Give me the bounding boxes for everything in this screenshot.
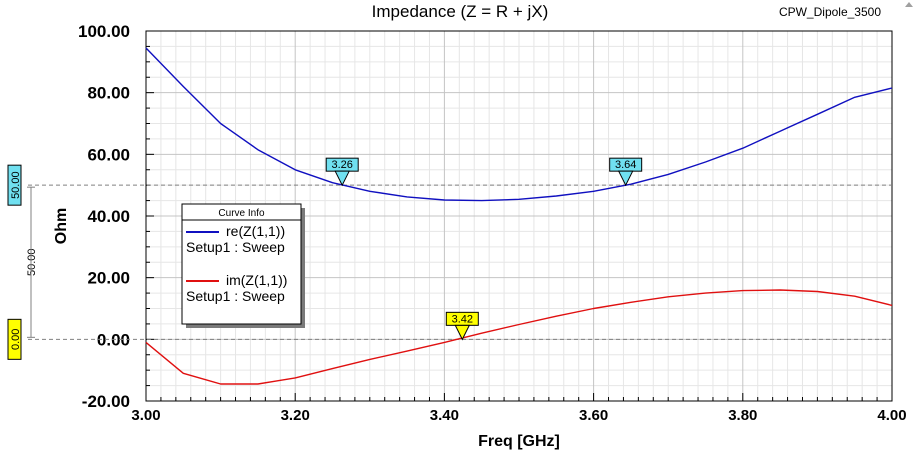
y-tick-label: 20.00	[87, 269, 130, 288]
marker-pointer	[334, 170, 351, 187]
x-tick-label: 3.60	[579, 407, 608, 424]
x-tick-label: 3.40	[430, 407, 459, 424]
x-tick-label: 4.00	[877, 407, 906, 424]
x-axis-label: Freq [GHz]	[478, 433, 560, 450]
reference-tag-box	[7, 164, 22, 206]
reference-tag[interactable]: 50.00	[7, 164, 22, 206]
reference-range-marker: 50.00	[26, 186, 38, 338]
reference-range-label: 50.00	[26, 248, 38, 276]
y-tick-label: 60.00	[87, 145, 130, 164]
legend-title: Curve Info	[218, 208, 265, 219]
y-tick-label: 100.00	[78, 22, 130, 41]
marker-label: 3.64	[615, 159, 636, 171]
reference-tag-label: 50.00	[10, 171, 22, 199]
corner-icon	[905, 2, 913, 7]
y-axis-label: Ohm	[53, 208, 70, 244]
marker-pointer	[454, 324, 471, 341]
legend-entry-name: im(Z(1,1))	[226, 272, 287, 288]
y-tick-label: -20.00	[82, 392, 130, 411]
reference-tag-box	[7, 318, 22, 360]
marker-label: 3.42	[452, 313, 473, 325]
marker[interactable]: 3.26	[325, 157, 359, 187]
series-line-im-z-1-1-	[145, 289, 893, 385]
marker-label: 3.26	[331, 159, 352, 171]
legend-entry-name: re(Z(1,1))	[226, 223, 285, 239]
x-tick-label: 3.00	[131, 407, 160, 424]
legend-box	[181, 203, 302, 325]
x-tick-label: 3.20	[281, 407, 310, 424]
legend-entry-setup: Setup1 : Sweep	[186, 239, 285, 255]
y-tick-label: 80.00	[87, 84, 130, 103]
chart-title: Impedance (Z = R + jX)	[372, 2, 549, 21]
legend-entry-setup: Setup1 : Sweep	[186, 288, 285, 304]
y-tick-label: 40.00	[87, 207, 130, 226]
marker[interactable]: 3.42	[445, 311, 479, 341]
project-label: CPW_Dipole_3500	[779, 5, 881, 19]
marker[interactable]: 3.64	[609, 157, 643, 187]
marker-pointer	[617, 170, 634, 187]
reference-tag[interactable]: 0.00	[7, 318, 22, 360]
x-tick-label: 3.80	[728, 407, 757, 424]
reference-tag-label: 0.00	[10, 329, 22, 350]
series-line-re-z-1-1-	[145, 47, 893, 202]
